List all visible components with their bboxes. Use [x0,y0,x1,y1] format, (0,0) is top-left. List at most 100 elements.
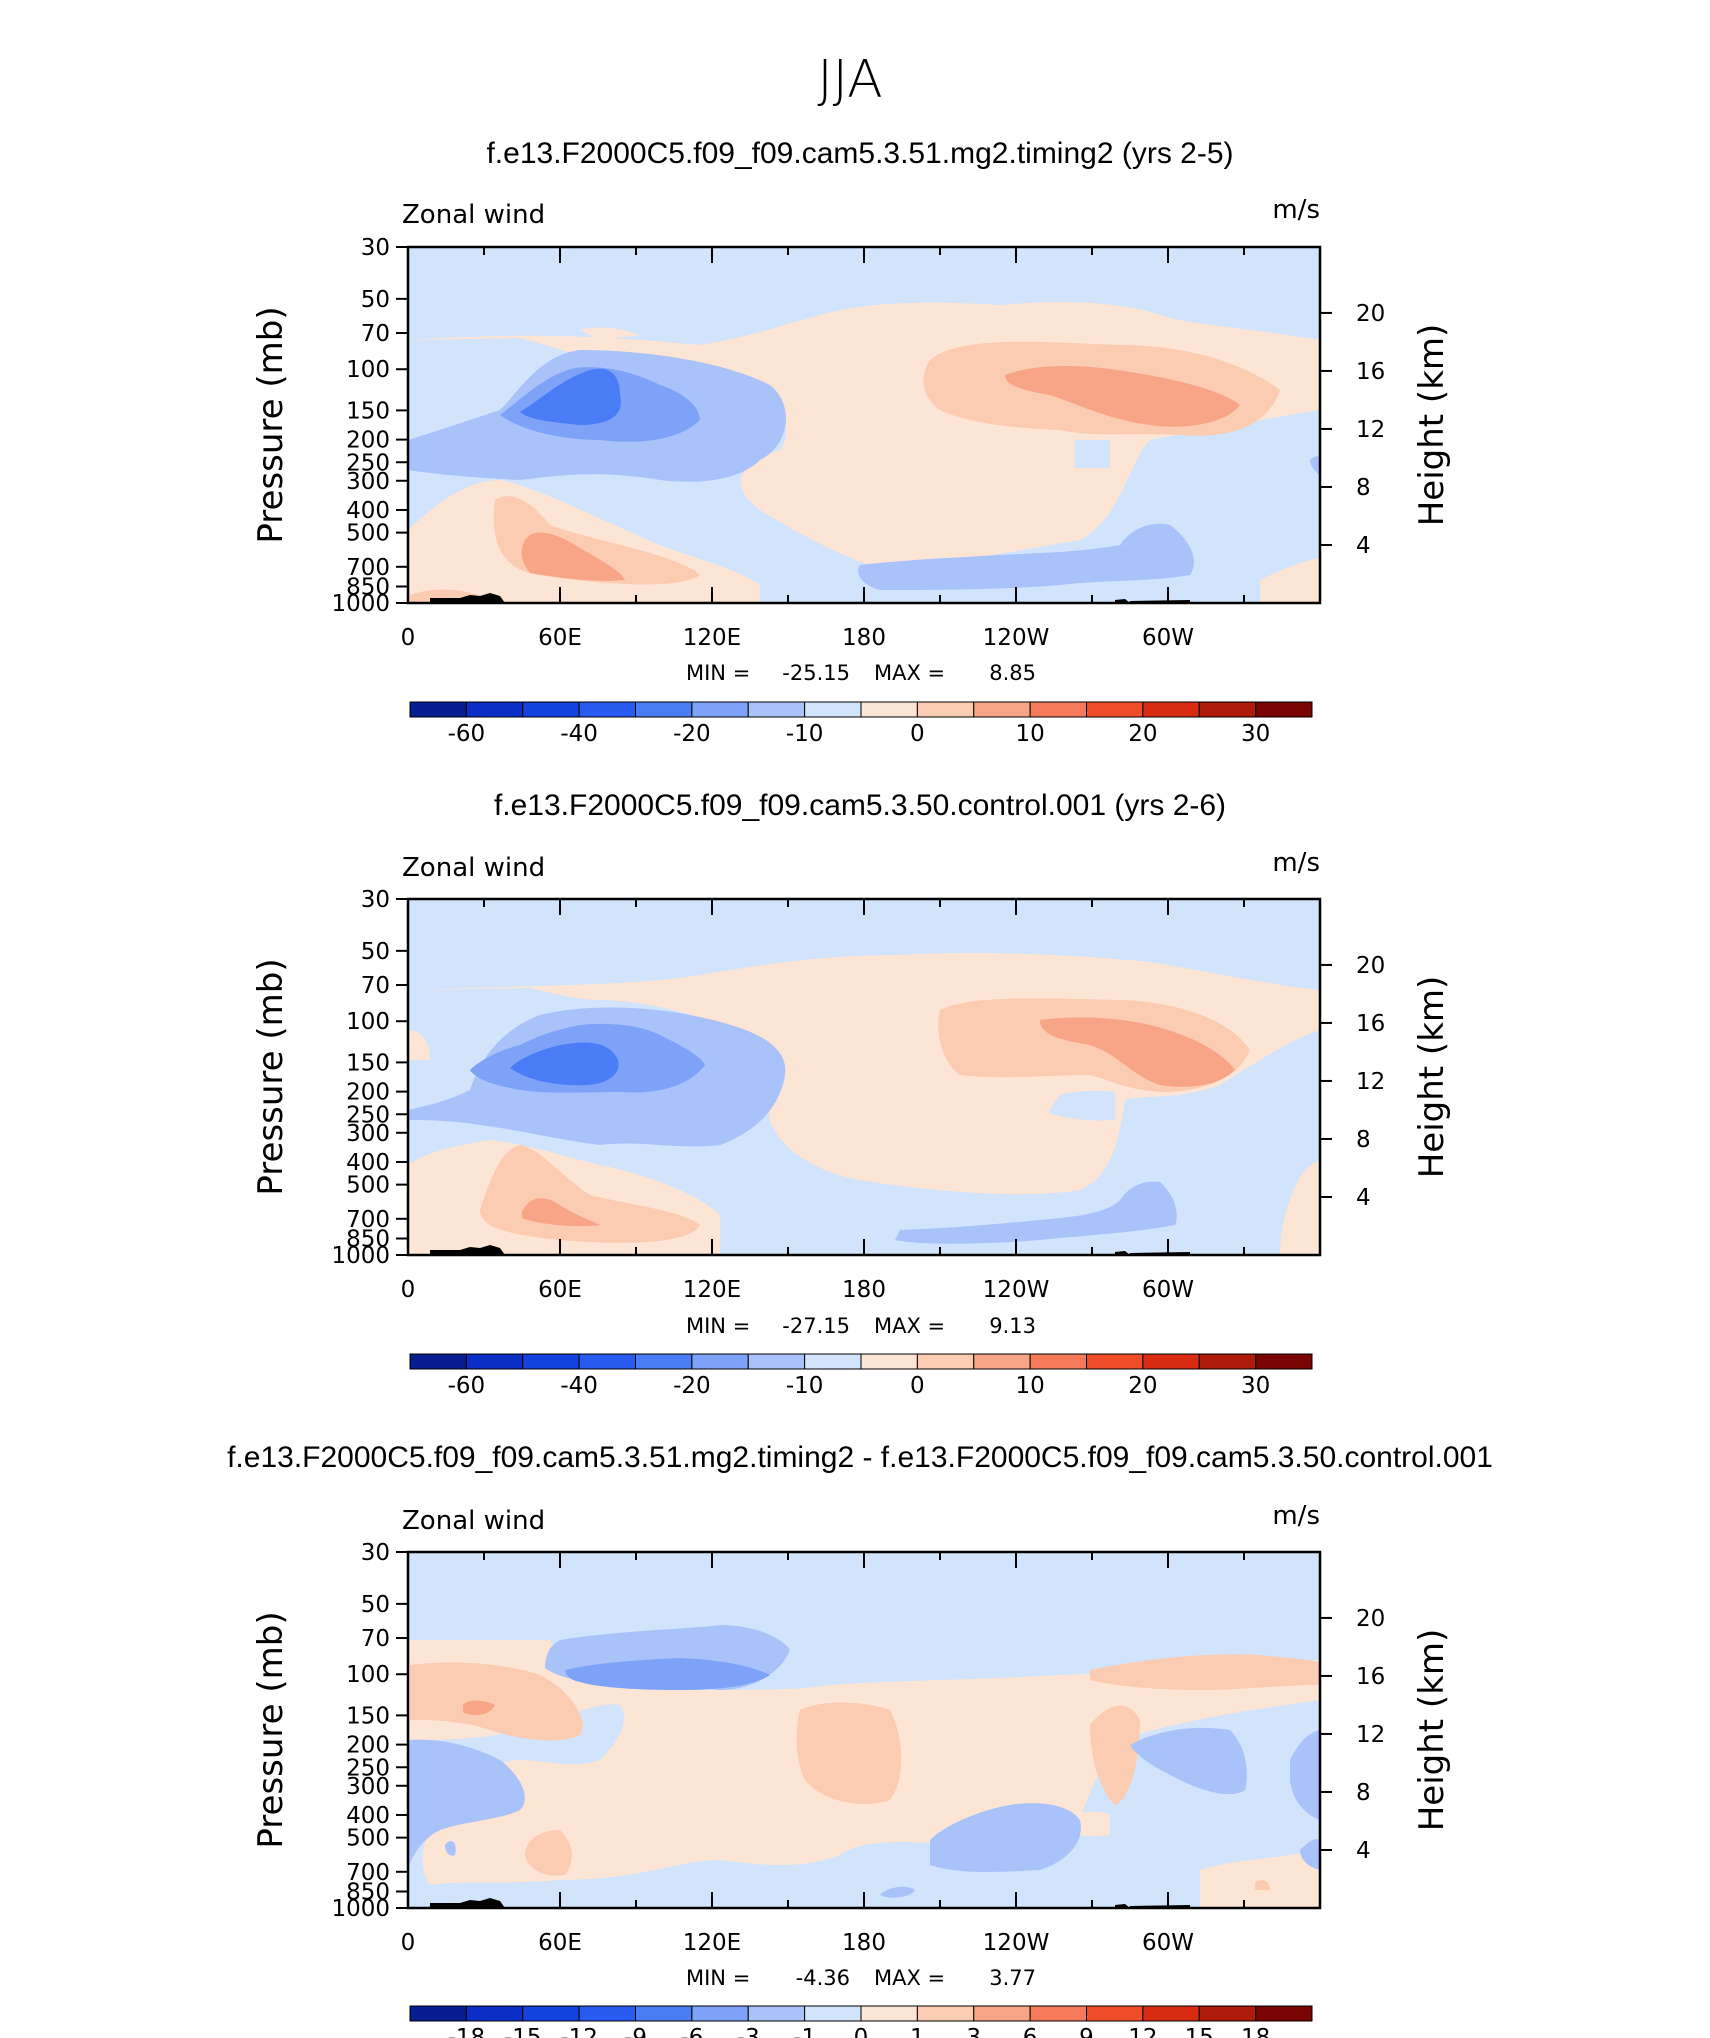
y-right-tick-label: 16 [1356,359,1385,385]
y-tick-label: 1000 [331,591,390,617]
contour-field [408,1552,1320,1908]
colorbar-swatch [465,2005,524,2022]
colorbar-swatch [916,1353,975,1370]
colorbar-label: 18 [1241,2025,1270,2038]
x-tick-label: 60E [538,1277,582,1303]
contour-region-positive [410,1662,583,1741]
y-tick-label: 850 [346,1880,390,1906]
x-tick-label: 60E [538,1930,582,1956]
colorbar-swatch [409,2005,467,2022]
colorbar-swatch [916,2005,975,2022]
x-tick-label: 0 [401,1277,416,1303]
colorbar-swatch [1029,701,1087,718]
colorbar-swatch [1198,1353,1257,1370]
y-tick-label: 300 [346,1121,390,1147]
colorbar-label: 0 [910,1373,925,1399]
y-right-tick-label: 12 [1356,1069,1385,1095]
contour-region-negative [1310,456,1320,475]
colorbar-label: -18 [448,2025,486,2038]
panel-3: f.e13.F2000C5.f09_f09.cam5.3.51.mg2.timi… [227,1441,1493,2038]
contour-region-negative [930,1803,1081,1873]
y-tick-label: 30 [361,887,390,913]
y-tick-label: 70 [361,973,390,999]
colorbar-swatch [522,2005,580,2022]
contour-region-positive [1200,1850,1320,1908]
colorbar-label: 10 [1015,1373,1044,1399]
y-tick-label: 500 [346,1173,390,1199]
y-tick-label: 850 [346,1227,390,1253]
y-right-tick-label: 20 [1356,301,1385,327]
colorbar-swatch [578,701,636,718]
colorbar-label: 3 [966,2025,981,2038]
colorbar-swatch [860,701,918,718]
y-right-tick-label: 4 [1356,533,1371,559]
colorbar-swatch [1142,701,1200,718]
colorbar-label: 0 [854,2025,869,2038]
contour-region-positive [1005,366,1240,427]
contour-region-positive [1255,1880,1270,1890]
y-right-tick-label: 16 [1356,1011,1385,1037]
colorbar-swatch [465,1353,524,1370]
y-tick-label: 500 [346,1826,390,1852]
contour-region-positive [1090,1654,1320,1690]
colorbar-swatch [1255,1353,1313,1370]
y-tick-label: 400 [346,1150,390,1176]
colorbar-label: -3 [737,2025,760,2038]
y-tick-label: 1000 [331,1243,390,1269]
x-tick-label: 120E [683,1930,741,1956]
colorbar-swatch [1255,701,1313,718]
y-tick-label: 300 [346,1774,390,1800]
max-label: MAX = [874,661,945,685]
max-label: MAX = [874,1966,945,1990]
colorbar-label: -9 [624,2025,647,2038]
contour-region-negative [510,1042,619,1086]
max-value: 8.85 [989,661,1036,685]
panel-title: f.e13.F2000C5.f09_f09.cam5.3.51.mg2.timi… [227,1441,1493,1474]
colorbar-swatch [635,701,693,718]
y-tick-label: 250 [346,1755,390,1781]
contour-region-negative [445,1841,456,1856]
contour-region-negative [1075,440,1110,468]
contour-region-negative [408,1739,525,1870]
y-tick-label: 30 [361,1540,390,1566]
colorbar-swatch [578,1353,636,1370]
x-tick-label: 120E [683,1277,741,1303]
colorbar-label: -40 [560,1373,598,1399]
contour-region-negative [1290,1730,1320,1820]
y-tick-label: 500 [346,521,390,547]
panel-title: f.e13.F2000C5.f09_f09.cam5.3.50.control.… [494,789,1226,822]
min-label: MIN = [686,661,750,685]
y-axis-right: 20 16 12 8 4 [1320,301,1385,559]
contour-field [408,899,1320,1255]
variable-label: Zonal wind [402,853,545,883]
colorbar-label: 0 [910,721,925,747]
y-right-tick-label: 4 [1356,1838,1371,1864]
colorbar-label: -20 [673,721,711,747]
y-tick-label: 50 [361,939,390,965]
y-axis-title: Pressure (mb) [251,1611,291,1848]
colorbar-label: -10 [786,721,824,747]
y-tick-label: 70 [361,1626,390,1652]
min-label: MIN = [686,1966,750,1990]
colorbar-swatch [1086,2005,1144,2022]
units-label: m/s [1272,1501,1320,1531]
colorbar-swatch [691,2005,749,2022]
y-tick-label: 250 [346,450,390,476]
x-axis: 0 60E 120E 180 120W 60W [401,1552,1321,1956]
colorbar-swatch [860,1353,918,1370]
colorbar-swatch [860,2005,918,2022]
colorbar-swatch [973,2005,1031,2022]
y-axis-title: Pressure (mb) [251,958,291,1195]
y-tick-label: 850 [346,575,390,601]
y-axis-right: 20 16 12 8 4 [1320,953,1385,1211]
y-axis-right-title: Height (km) [1412,1629,1452,1832]
colorbar-swatch [973,701,1031,718]
y-right-tick-label: 4 [1356,1185,1371,1211]
colorbar-swatch [804,2005,862,2022]
contour-region-negative [1130,1727,1247,1795]
contour-region-positive [580,327,640,340]
colorbar-swatch [1142,1353,1200,1370]
y-right-tick-label: 8 [1356,475,1371,501]
